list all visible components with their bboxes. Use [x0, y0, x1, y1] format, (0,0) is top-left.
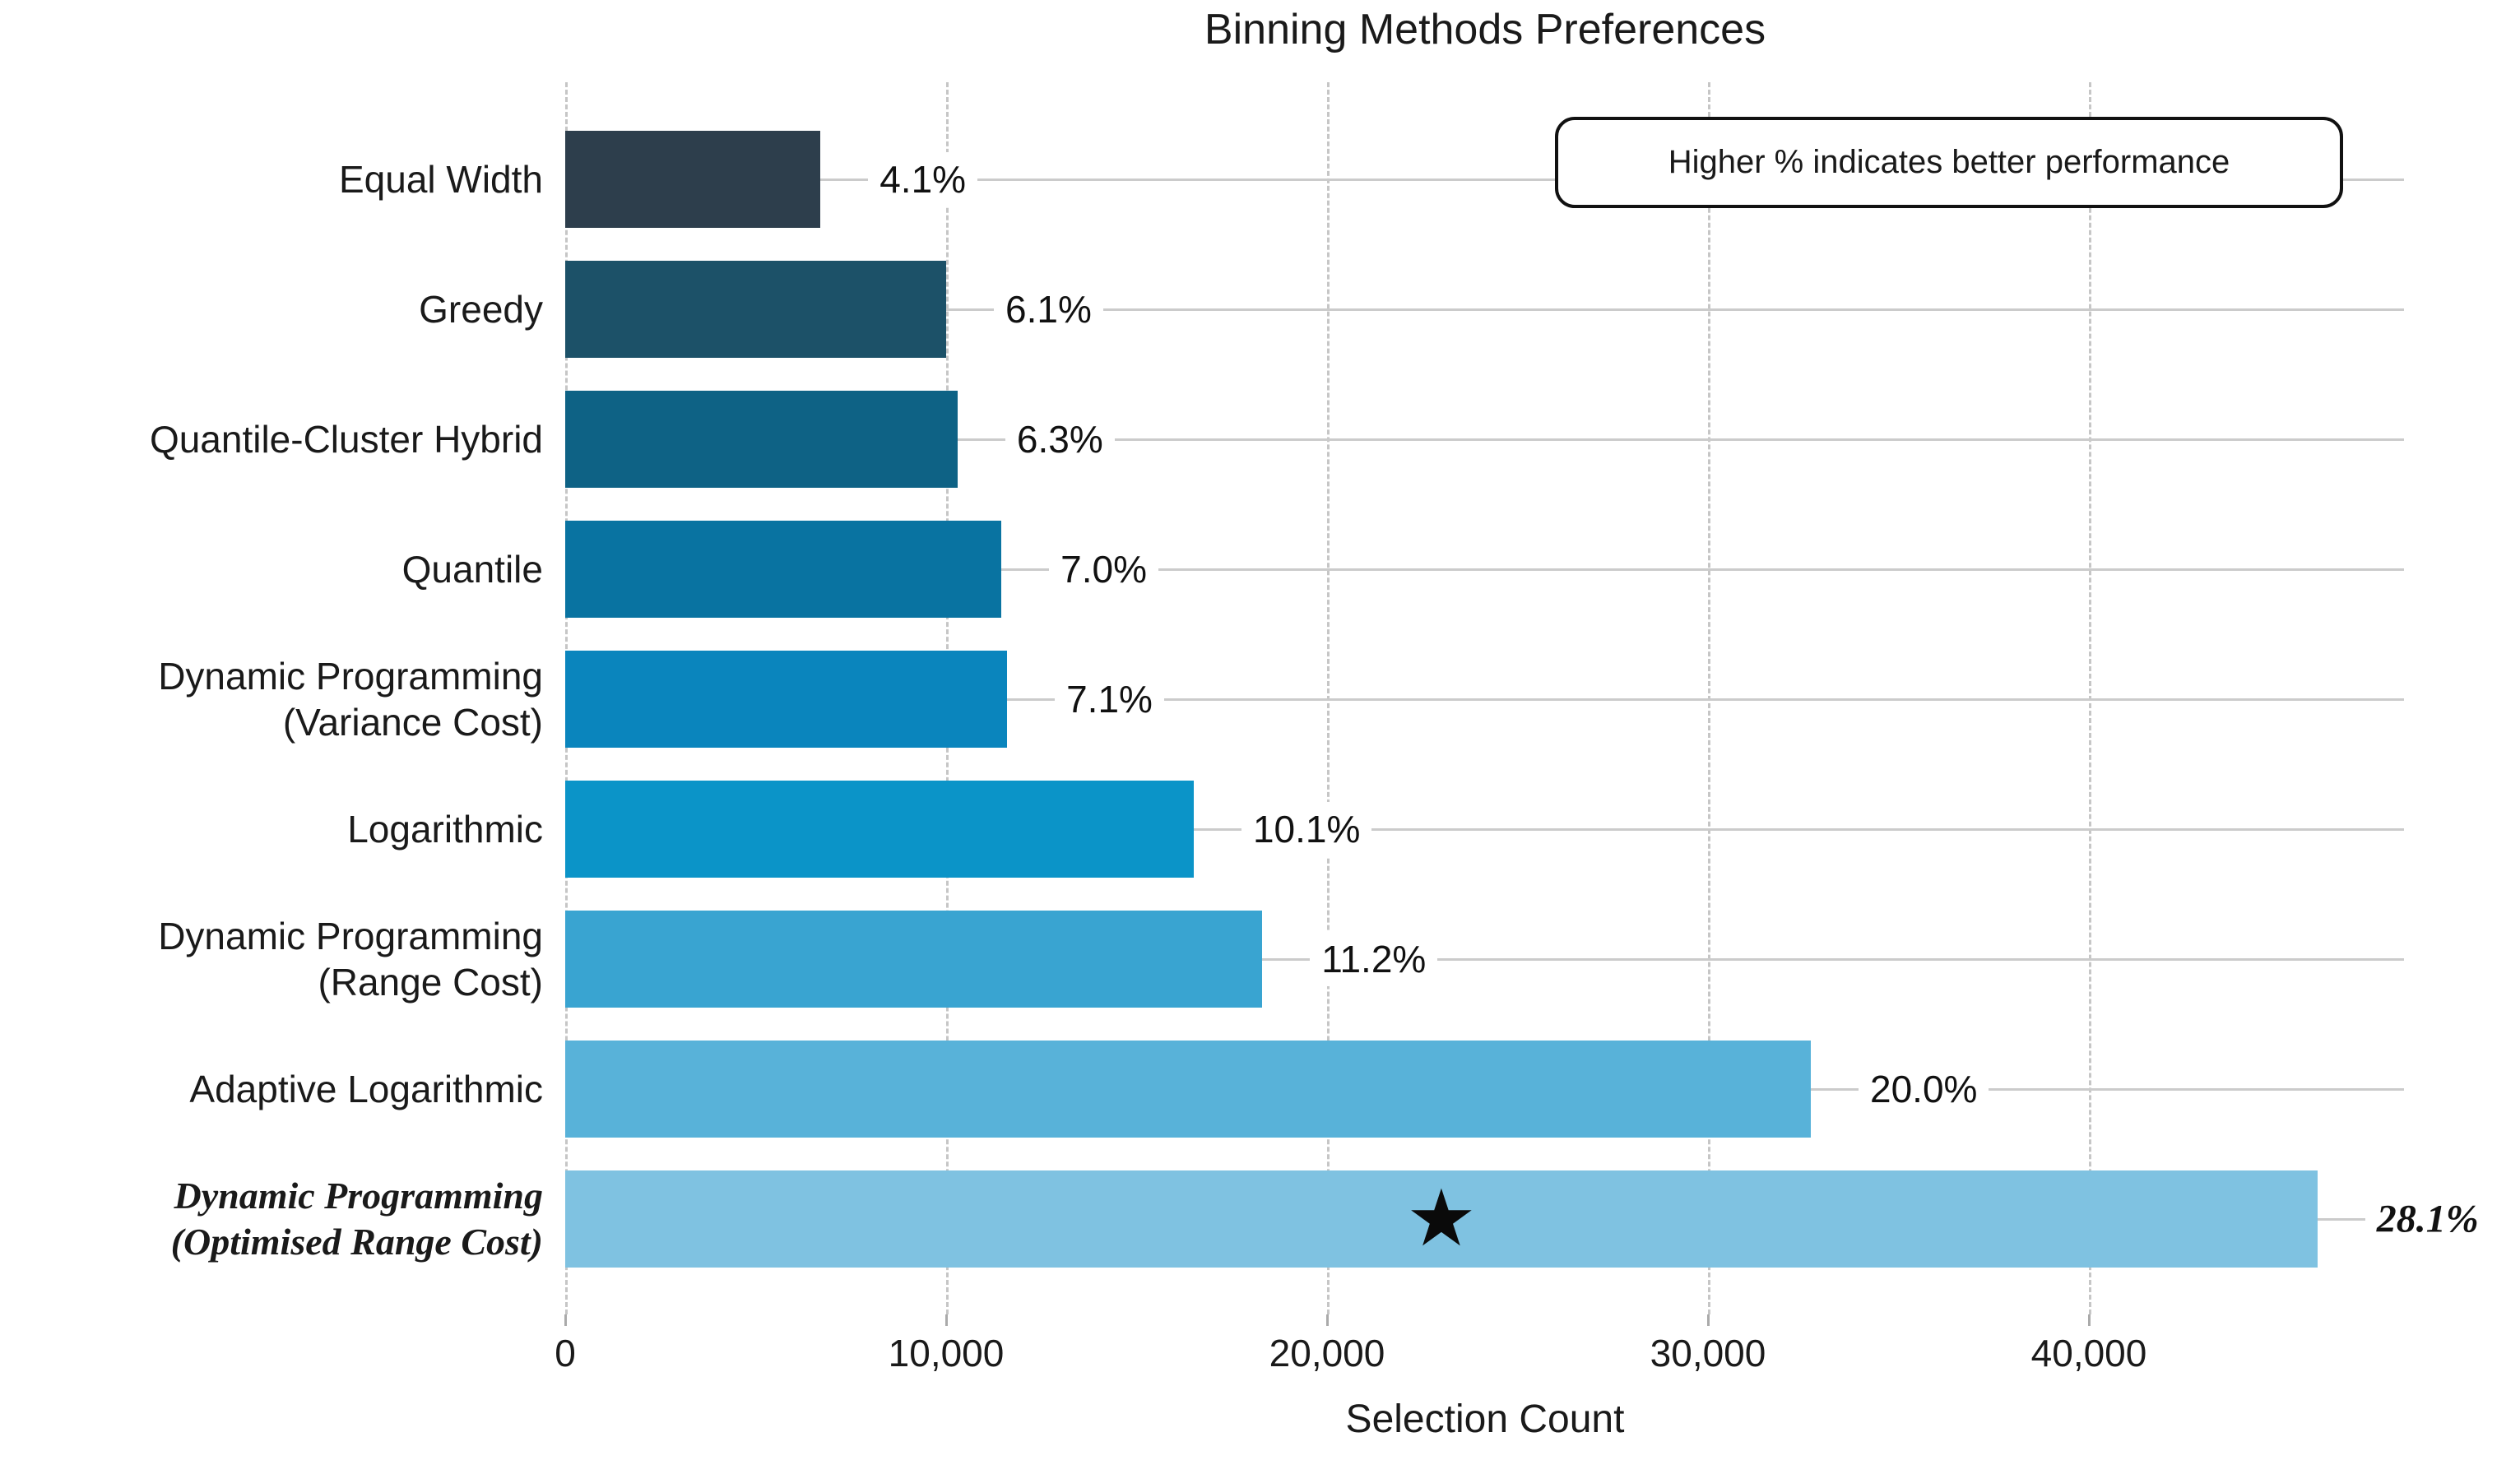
percent-label: 11.2%: [1310, 932, 1438, 986]
plot-area: ★: [565, 82, 2404, 1314]
percent-label: 6.1%: [994, 282, 1103, 336]
category-label: Logarithmic: [347, 807, 543, 851]
bar: [565, 261, 946, 358]
tick-label: 20,000: [1269, 1332, 1385, 1374]
tick-label: 30,000: [1650, 1332, 1766, 1374]
bar: [565, 1170, 2318, 1268]
horizontal-gridline: [565, 308, 2404, 311]
horizontal-gridline: [565, 438, 2404, 441]
percent-label: 7.0%: [1049, 542, 1158, 596]
bar: [565, 1041, 1811, 1138]
bar: [565, 391, 958, 488]
chart-title: Binning Methods Preferences: [1204, 6, 1766, 53]
category-label: Quantile: [401, 547, 543, 591]
category-label: Dynamic Programming (Variance Cost): [158, 654, 543, 744]
percent-label: 6.3%: [1005, 412, 1115, 466]
category-label: Adaptive Logarithmic: [189, 1067, 543, 1110]
percent-label: 20.0%: [1859, 1062, 1989, 1116]
bar: [565, 911, 1263, 1008]
x-axis-title: Selection Count: [1345, 1398, 1625, 1441]
percent-label: 10.1%: [1241, 802, 1372, 856]
tick-mark: [1326, 1314, 1329, 1326]
bar: [565, 651, 1008, 748]
percent-label: 7.1%: [1055, 672, 1164, 726]
horizontal-gridline: [565, 568, 2404, 571]
category-label: Equal Width: [338, 157, 543, 201]
tick-mark: [564, 1314, 567, 1326]
horizontal-gridline: [565, 698, 2404, 701]
star-icon: ★: [1405, 1175, 1477, 1263]
category-label: Dynamic Programming (Optimised Range Cos…: [170, 1174, 543, 1263]
bar: [565, 131, 821, 228]
tick-mark: [945, 1314, 948, 1326]
horizontal-gridline: [565, 178, 2404, 181]
percent-label: 4.1%: [868, 152, 978, 206]
bar: [565, 521, 1002, 618]
horizontal-gridline: [565, 828, 2404, 831]
tick-label: 40,000: [2030, 1332, 2147, 1374]
bar: [565, 781, 1194, 878]
category-label: Dynamic Programming (Range Cost): [158, 914, 543, 1004]
tick-label: 0: [555, 1332, 576, 1374]
category-label: Greedy: [419, 287, 543, 331]
tick-mark: [2088, 1314, 2091, 1326]
tick-mark: [1707, 1314, 1710, 1326]
annotation-text: Higher % indicates better performance: [1668, 144, 2230, 180]
annotation-box: Higher % indicates better performance: [1555, 117, 2343, 208]
percent-label: 28.1%: [2365, 1191, 2490, 1247]
category-label: Quantile-Cluster Hybrid: [149, 417, 543, 461]
horizontal-gridline: [565, 958, 2404, 961]
tick-label: 10,000: [888, 1332, 1005, 1374]
